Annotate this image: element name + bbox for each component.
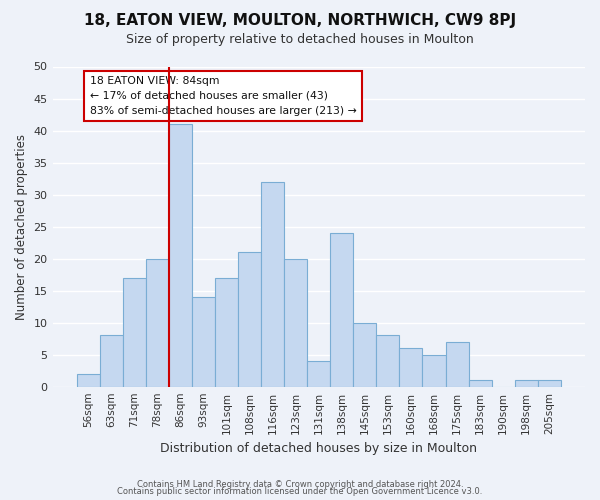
Bar xyxy=(100,336,123,386)
Bar xyxy=(238,252,261,386)
Text: Contains HM Land Registry data © Crown copyright and database right 2024.: Contains HM Land Registry data © Crown c… xyxy=(137,480,463,489)
Bar xyxy=(215,278,238,386)
Bar xyxy=(446,342,469,386)
Bar xyxy=(77,374,100,386)
Bar xyxy=(515,380,538,386)
Y-axis label: Number of detached properties: Number of detached properties xyxy=(15,134,28,320)
Bar xyxy=(123,278,146,386)
Text: Contains public sector information licensed under the Open Government Licence v3: Contains public sector information licen… xyxy=(118,487,482,496)
Bar xyxy=(307,361,330,386)
Bar xyxy=(538,380,561,386)
Text: Size of property relative to detached houses in Moulton: Size of property relative to detached ho… xyxy=(126,32,474,46)
Text: 18 EATON VIEW: 84sqm
← 17% of detached houses are smaller (43)
83% of semi-detac: 18 EATON VIEW: 84sqm ← 17% of detached h… xyxy=(90,76,356,116)
Text: 18, EATON VIEW, MOULTON, NORTHWICH, CW9 8PJ: 18, EATON VIEW, MOULTON, NORTHWICH, CW9 … xyxy=(84,12,516,28)
Bar xyxy=(169,124,192,386)
Bar xyxy=(192,297,215,386)
Bar xyxy=(353,322,376,386)
Bar xyxy=(330,233,353,386)
X-axis label: Distribution of detached houses by size in Moulton: Distribution of detached houses by size … xyxy=(160,442,477,455)
Bar xyxy=(261,182,284,386)
Bar xyxy=(400,348,422,387)
Bar xyxy=(146,258,169,386)
Bar xyxy=(376,336,400,386)
Bar xyxy=(469,380,491,386)
Bar xyxy=(422,354,446,386)
Bar xyxy=(284,258,307,386)
